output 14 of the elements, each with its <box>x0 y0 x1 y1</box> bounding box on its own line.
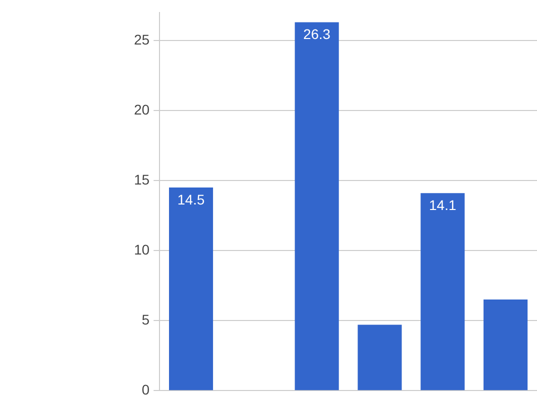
y-tick-label: 15 <box>134 171 150 188</box>
bar <box>484 300 528 390</box>
bar <box>358 324 402 390</box>
y-tick-label: 25 <box>134 31 150 48</box>
y-tick-label: 10 <box>134 241 150 258</box>
bar <box>294 22 339 390</box>
bar <box>169 187 214 390</box>
data-label: 14.5 <box>177 191 205 208</box>
data-label: 14.1 <box>429 196 456 213</box>
y-tick-label: 5 <box>142 311 150 328</box>
data-label: 26.3 <box>303 26 331 42</box>
bar <box>420 193 465 390</box>
y-tick-label: 0 <box>142 381 150 398</box>
y-tick-label: 20 <box>134 101 150 118</box>
